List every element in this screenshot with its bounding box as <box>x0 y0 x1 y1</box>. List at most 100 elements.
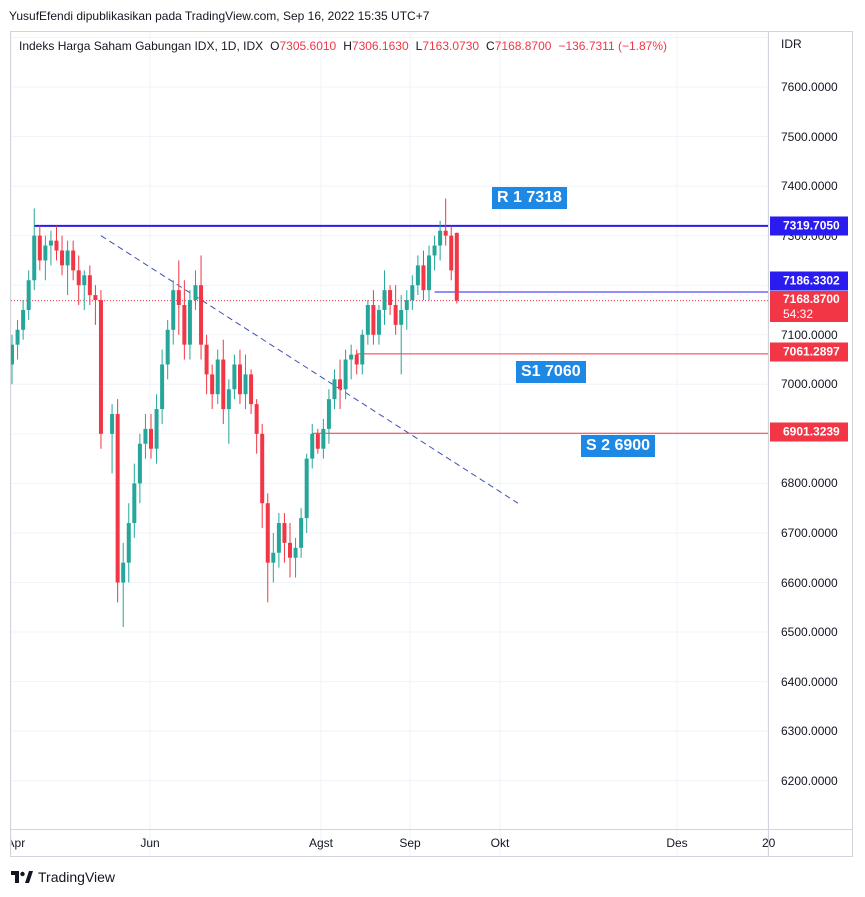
symbol-name: Indeks Harga Saham Gabungan IDX, 1D, IDX <box>19 39 264 53</box>
candle-up <box>11 344 14 365</box>
candle-up <box>376 309 381 335</box>
candle-down <box>454 232 459 301</box>
candle-up <box>332 379 337 400</box>
tradingview-brand[interactable]: TradingView <box>11 869 115 885</box>
time-tick-label: Sep <box>399 836 421 850</box>
candle-down <box>204 344 209 375</box>
note-r1[interactable]: R 1 7318 <box>492 187 567 209</box>
price-tick-label: 6200.0000 <box>781 773 838 788</box>
candle-down <box>338 379 343 390</box>
candle-up <box>326 399 331 429</box>
price-chart[interactable] <box>11 32 768 856</box>
candle-up <box>276 523 281 553</box>
candle-up <box>432 245 437 256</box>
candle-up <box>21 309 26 330</box>
last-price-value: 7168.8700 <box>783 292 840 306</box>
candle-up <box>304 458 309 519</box>
candle-down <box>71 250 76 271</box>
candle-down <box>254 404 259 434</box>
candle-up <box>82 275 87 286</box>
price-tick-label: 7100.0000 <box>781 327 838 342</box>
candle-up <box>171 290 176 330</box>
change-value: −136.7311 (−1.87%) <box>558 39 667 53</box>
candle-up <box>126 523 131 563</box>
price-tick-label: 6500.0000 <box>781 625 838 640</box>
candle-down <box>98 300 103 434</box>
candle-down <box>282 523 287 543</box>
candle-up <box>187 300 192 345</box>
candle-down <box>60 250 65 266</box>
candle-down <box>315 433 320 449</box>
price-tick-label: 6300.0000 <box>781 724 838 739</box>
badge-s1: 7061.2897 <box>770 342 848 362</box>
candle-up <box>310 433 315 459</box>
candle-up <box>404 300 409 310</box>
time-tick-label: Des <box>666 836 688 850</box>
time-tick-label: Agst <box>308 836 334 850</box>
candle-up <box>43 245 48 261</box>
candle-up <box>293 547 298 558</box>
ohlc-high: H7306.1630 <box>343 39 408 53</box>
chart-legend: Indeks Harga Saham Gabungan IDX, 1D, IDX… <box>19 39 667 53</box>
price-tick-label: 6800.0000 <box>781 476 838 491</box>
candle-down <box>221 359 226 410</box>
candle-up <box>15 329 20 345</box>
candle-up <box>299 518 304 548</box>
candle-down <box>260 433 265 504</box>
candle-down <box>210 374 215 395</box>
candle-up <box>438 230 443 246</box>
low-key: L <box>415 39 423 53</box>
candle-up <box>65 250 70 266</box>
candle-down <box>354 354 359 365</box>
chart-canvas[interactable] <box>11 32 768 856</box>
price-tick-label: 7600.0000 <box>781 80 838 94</box>
candle-down <box>288 542 292 558</box>
candle-down <box>393 305 398 325</box>
candle-down <box>371 305 376 335</box>
note-s1[interactable]: S1 7060 <box>516 361 586 383</box>
price-tick-label: 6600.0000 <box>781 575 838 590</box>
high-value: 7306.1630 <box>351 39 409 53</box>
candle-down <box>54 240 59 251</box>
candle-up <box>410 285 415 301</box>
badge-mid-line: 7186.3302 <box>770 271 848 291</box>
candle-down <box>115 414 120 583</box>
high-key: H <box>343 39 352 53</box>
note-s2[interactable]: S 2 6900 <box>581 435 656 457</box>
bar-countdown: 54:32 <box>783 307 814 321</box>
time-tick-label: Jun <box>140 836 160 850</box>
candle-up <box>349 354 354 360</box>
candle-up <box>427 255 431 291</box>
candle-down <box>37 235 42 261</box>
ohlc-open: O7305.6010 <box>270 39 336 53</box>
candle-up <box>360 334 365 365</box>
published-by: YusufEfendi dipublikasikan pada TradingV… <box>9 9 430 23</box>
badge-s2: 6901.3239 <box>770 422 848 442</box>
price-axis-separator <box>768 32 769 856</box>
open-key: O <box>270 39 280 53</box>
candle-down <box>182 305 187 345</box>
candle-down <box>87 275 92 296</box>
badge-last-price: 7168.8700 54:32 <box>770 291 848 322</box>
candle-up <box>215 359 220 395</box>
candle-up <box>32 235 37 281</box>
candle-down <box>199 285 204 345</box>
candle-up <box>165 329 170 365</box>
candle-down <box>237 364 242 395</box>
candle-down <box>265 503 270 563</box>
candle-down <box>149 428 153 449</box>
candle-up <box>243 374 248 395</box>
ohlc-close: C7168.8700 <box>486 39 551 53</box>
candle-up <box>160 364 165 410</box>
candle-down <box>421 265 426 291</box>
candle-up <box>399 309 404 325</box>
candle-up <box>271 552 276 563</box>
candle-up <box>26 280 31 310</box>
currency-label: IDR <box>781 37 802 51</box>
candle-up <box>415 265 420 286</box>
price-tick-label: 6700.0000 <box>781 525 838 540</box>
candle-up <box>382 290 387 310</box>
trendline <box>100 235 519 504</box>
badge-r1: 7319.7050 <box>770 216 848 236</box>
candle-up <box>121 562 126 583</box>
